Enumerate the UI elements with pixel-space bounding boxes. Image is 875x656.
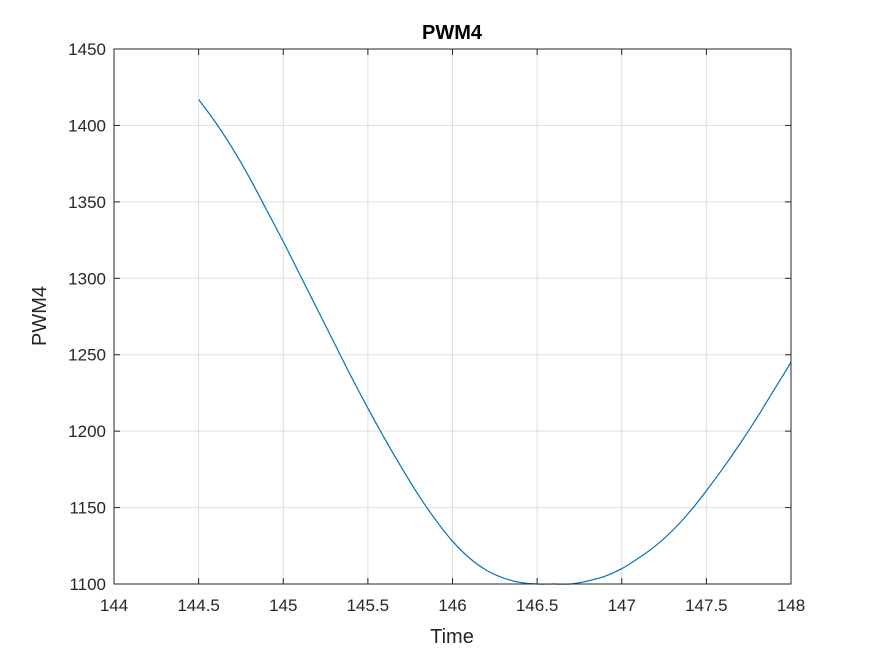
x-tick-label: 147: [608, 596, 636, 615]
x-tick-label: 148: [777, 596, 805, 615]
y-tick-label: 1250: [68, 346, 106, 365]
x-tick-label: 145.5: [347, 596, 390, 615]
y-tick-label: 1400: [68, 116, 106, 135]
y-tick-label: 1450: [68, 40, 106, 59]
y-tick-label: 1200: [68, 422, 106, 441]
x-tick-label: 146.5: [516, 596, 559, 615]
x-tick-label: 146: [438, 596, 466, 615]
y-tick-label: 1300: [68, 269, 106, 288]
y-tick-label: 1100: [69, 575, 106, 594]
x-tick-labels: 144 144.5 145 145.5 146 146.5 147 147.5 148: [100, 596, 805, 615]
y-tick-labels: 1100 1150 1200 1250 1300 1350 1400 1450: [68, 40, 106, 594]
x-tick-label: 145: [269, 596, 297, 615]
x-tick-label: 147.5: [685, 596, 728, 615]
y-axis-label: PWM4: [29, 286, 51, 346]
chart-title: PWM4: [422, 22, 483, 44]
series-line-pwm4: [198, 99, 792, 585]
x-tick-label: 144.5: [177, 596, 220, 615]
plot-frame: [113, 48, 792, 585]
y-tick-label: 1350: [68, 193, 106, 212]
x-tick-label: 144: [100, 596, 128, 615]
x-axis-label: Time: [430, 626, 474, 648]
y-tick-label: 1150: [69, 499, 106, 518]
